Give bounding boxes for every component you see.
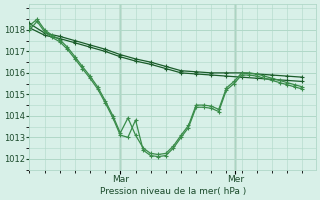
X-axis label: Pression niveau de la mer( hPa ): Pression niveau de la mer( hPa ) xyxy=(100,187,246,196)
